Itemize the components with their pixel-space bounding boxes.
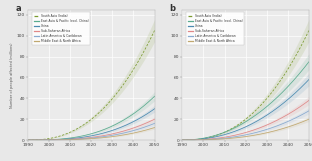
Y-axis label: Number of people affected (millions): Number of people affected (millions) (10, 42, 14, 108)
Legend: South Asia (India), East Asia & Pacific (excl. China), China, Sub-Saharan Africa: South Asia (India), East Asia & Pacific … (32, 13, 90, 45)
Text: a: a (15, 5, 21, 14)
Text: b: b (170, 5, 176, 14)
Legend: South Asia (India), East Asia & Pacific (excl. China), China, Sub-Saharan Africa: South Asia (India), East Asia & Pacific … (187, 13, 244, 45)
